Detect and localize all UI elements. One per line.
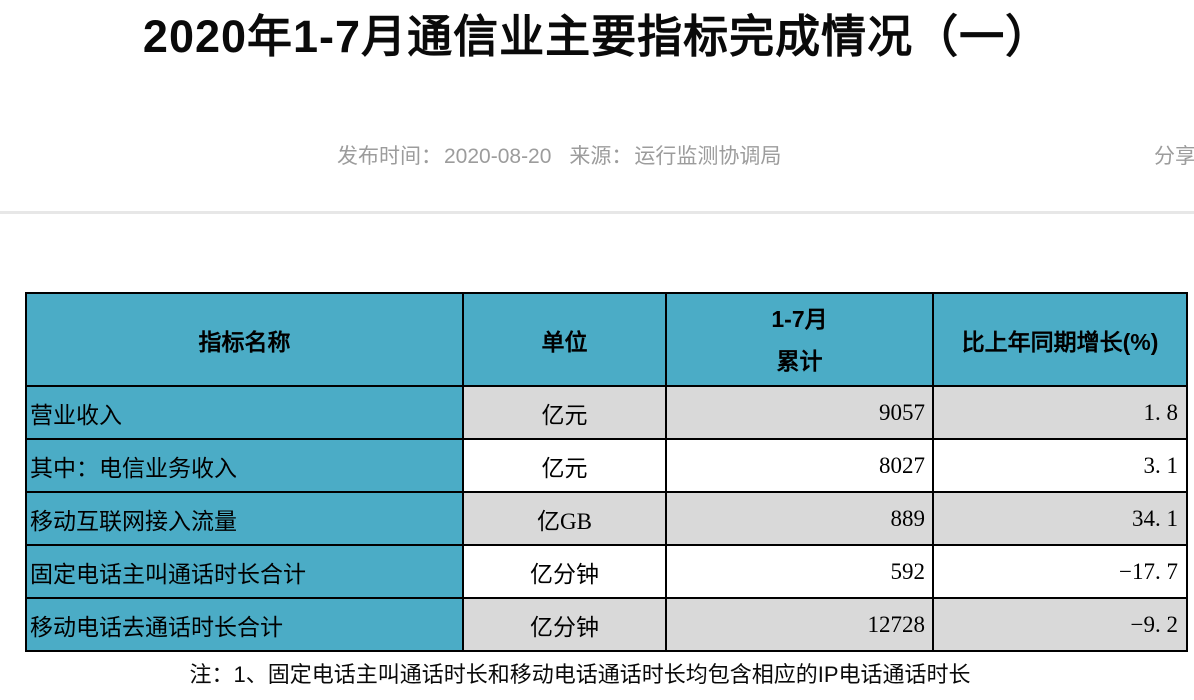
indicator-name-cell: 移动互联网接入流量 (25, 491, 464, 546)
growth-value-cell: −9. 2 (932, 597, 1188, 652)
growth-value-cell: 3. 1 (932, 438, 1188, 493)
source-label: 来源： (569, 145, 633, 168)
unit-cell: 亿元 (462, 438, 667, 493)
indicator-name-cell: 其中：电信业务收入 (25, 438, 464, 493)
table-row: 固定电话主叫通话时长合计 亿分钟 592 −17. 7 (25, 544, 1188, 599)
publish-time-label: 发布时间： (337, 145, 442, 168)
cumulative-value-cell: 8027 (665, 438, 934, 493)
table-header-row: 指标名称 单位 1-7月 累计 比上年同期增长(%) (25, 292, 1188, 387)
indicators-table: 指标名称 单位 1-7月 累计 比上年同期增长(%) 营业收入 亿元 9057 … (25, 292, 1188, 652)
indicator-name-cell: 固定电话主叫通话时长合计 (25, 544, 464, 599)
page-title: 2020年1-7月通信业主要指标完成情况（一） (142, 11, 1052, 62)
cumulative-value-cell: 9057 (665, 385, 934, 440)
unit-cell: 亿分钟 (462, 544, 667, 599)
publish-time-value: 2020-08-20 (444, 145, 552, 168)
header-indicator-name: 指标名称 (25, 292, 464, 387)
header-period-cumulative: 1-7月 累计 (665, 292, 934, 387)
indicator-name-cell: 移动电话去通话时长合计 (25, 597, 464, 652)
meta-row: 发布时间：2020-08-20 来源：运行监测协调局 分享 (0, 140, 1194, 170)
growth-value-cell: 1. 8 (932, 385, 1188, 440)
growth-value-cell: −17. 7 (932, 544, 1188, 599)
table-row: 移动电话去通话时长合计 亿分钟 12728 −9. 2 (25, 597, 1188, 652)
cumulative-value-cell: 889 (665, 491, 934, 546)
unit-cell: 亿分钟 (462, 597, 667, 652)
cumulative-value-cell: 12728 (665, 597, 934, 652)
publish-meta: 发布时间：2020-08-20 来源：运行监测协调局 (337, 140, 783, 170)
unit-cell: 亿元 (462, 385, 667, 440)
unit-cell: 亿GB (462, 491, 667, 546)
share-link[interactable]: 分享 (1154, 145, 1194, 168)
table-row: 移动互联网接入流量 亿GB 889 34. 1 (25, 491, 1188, 546)
growth-value-cell: 34. 1 (932, 491, 1188, 546)
header-unit: 单位 (462, 292, 667, 387)
source-value: 运行监测协调局 (634, 145, 782, 168)
cumulative-value-cell: 592 (665, 544, 934, 599)
indicator-name-cell: 营业收入 (25, 385, 464, 440)
header-period-line2: 累计 (776, 347, 823, 374)
table-row: 其中：电信业务收入 亿元 8027 3. 1 (25, 438, 1188, 493)
horizontal-divider (0, 211, 1194, 214)
table-footnote: 注：1、固定电话主叫通话时长和移动电话通话时长均包含相应的IP电话通话时长 (189, 662, 971, 687)
header-growth-yoy: 比上年同期增长(%) (932, 292, 1188, 387)
table-row: 营业收入 亿元 9057 1. 8 (25, 385, 1188, 440)
header-period-line1: 1-7月 (771, 305, 828, 332)
